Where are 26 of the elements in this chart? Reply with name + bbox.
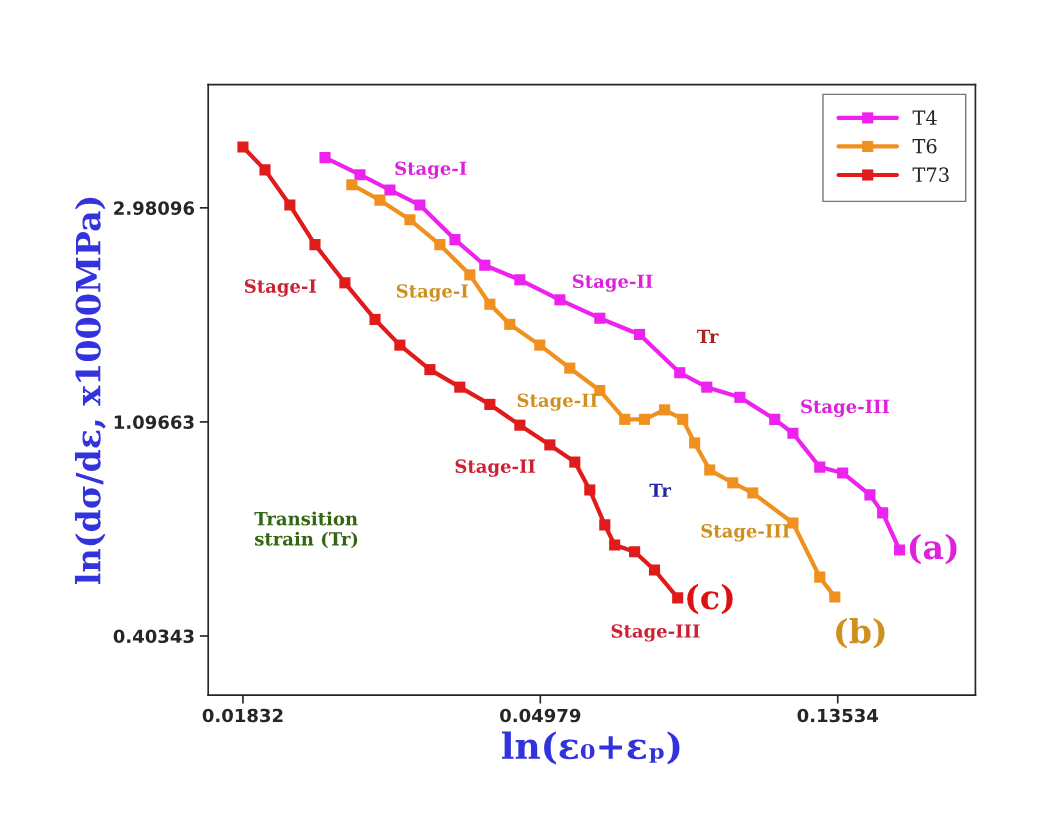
annotation: Stage-II <box>572 274 653 292</box>
annotation: Stage-II <box>455 459 536 477</box>
legend-label: T4 <box>912 110 937 125</box>
y-tick-label: 0.40343 <box>113 629 194 644</box>
y-tick-label: 2.98096 <box>114 201 195 215</box>
annotation: Tr <box>649 483 672 497</box>
annotation: Transition strain (Tr) <box>254 511 358 549</box>
annotation: Stage-II <box>517 393 598 411</box>
annotation: Stage-I <box>396 284 468 302</box>
annotation: Stage-III <box>611 624 700 642</box>
y-axis-title: ln(dσ/dε, x1000MPa) <box>74 197 106 585</box>
x-axis-title: ln(ε₀+εₚ) <box>501 731 680 765</box>
annotation: Stage-I <box>244 279 317 297</box>
x-tick-label: 0.04979 <box>500 708 581 723</box>
annotation: Tr <box>697 329 719 343</box>
y-tick-label: 1.09663 <box>114 415 194 430</box>
annotation: (a) <box>909 533 957 565</box>
legend-label: T73 <box>912 167 949 183</box>
annotation: Stage-I <box>395 161 467 179</box>
annotation: (c) <box>687 583 733 615</box>
x-tick-label: 0.13534 <box>797 708 879 723</box>
annotation: Stage-III <box>801 399 890 417</box>
annotation: Stage-III <box>701 524 790 542</box>
x-tick-label: 0.01832 <box>202 708 283 723</box>
annotation: (b) <box>836 617 885 649</box>
legend-label: T6 <box>912 138 937 154</box>
